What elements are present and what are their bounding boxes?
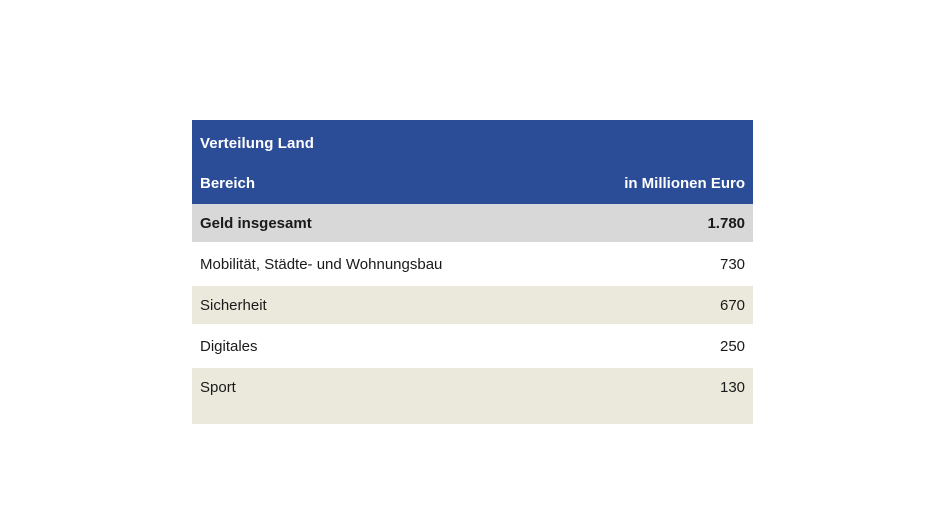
row-separator — [192, 242, 754, 245]
table-row: Digitales 250 — [192, 327, 754, 365]
row-value-mobilitaet: 730 — [592, 245, 754, 283]
row-label-total: Geld insgesamt — [192, 204, 592, 242]
table-column-header-row: Bereich in Millionen Euro — [192, 163, 754, 204]
table-title-row: Verteilung Land — [192, 120, 754, 163]
table-bottom-padding — [192, 406, 754, 424]
table-row: Mobilität, Städte- und Wohnungsbau 730 — [192, 245, 754, 283]
row-separator-cell — [192, 324, 592, 327]
row-separator — [192, 283, 754, 286]
column-header-bereich: Bereich — [192, 163, 592, 204]
row-separator — [192, 365, 754, 368]
row-value-sport: 130 — [592, 368, 754, 406]
table-row: Sicherheit 670 — [192, 286, 754, 324]
table-header: Verteilung Land Bereich in Millionen Eur… — [192, 120, 754, 204]
table-row-total: Geld insgesamt 1.780 — [192, 204, 754, 242]
table-bottom-padding-cell — [592, 406, 754, 424]
distribution-table: Verteilung Land Bereich in Millionen Eur… — [192, 120, 754, 424]
column-header-unit: in Millionen Euro — [592, 163, 754, 204]
row-label-sicherheit: Sicherheit — [192, 286, 592, 324]
row-label-digitales: Digitales — [192, 327, 592, 365]
table-row: Sport 130 — [192, 368, 754, 406]
row-separator-cell — [192, 242, 592, 245]
row-separator — [192, 324, 754, 327]
row-separator-cell — [592, 242, 754, 245]
table-body: Geld insgesamt 1.780 Mobilität, Städte- … — [192, 204, 754, 424]
row-separator-cell — [592, 365, 754, 368]
table-title: Verteilung Land — [192, 120, 754, 163]
distribution-table-container: Verteilung Land Bereich in Millionen Eur… — [192, 120, 754, 424]
row-value-digitales: 250 — [592, 327, 754, 365]
row-label-sport: Sport — [192, 368, 592, 406]
row-separator-cell — [192, 365, 592, 368]
table-bottom-padding-cell — [192, 406, 592, 424]
row-value-total: 1.780 — [592, 204, 754, 242]
row-separator-cell — [592, 283, 754, 286]
row-label-mobilitaet: Mobilität, Städte- und Wohnungsbau — [192, 245, 592, 283]
row-value-sicherheit: 670 — [592, 286, 754, 324]
row-separator-cell — [592, 324, 754, 327]
row-separator-cell — [192, 283, 592, 286]
